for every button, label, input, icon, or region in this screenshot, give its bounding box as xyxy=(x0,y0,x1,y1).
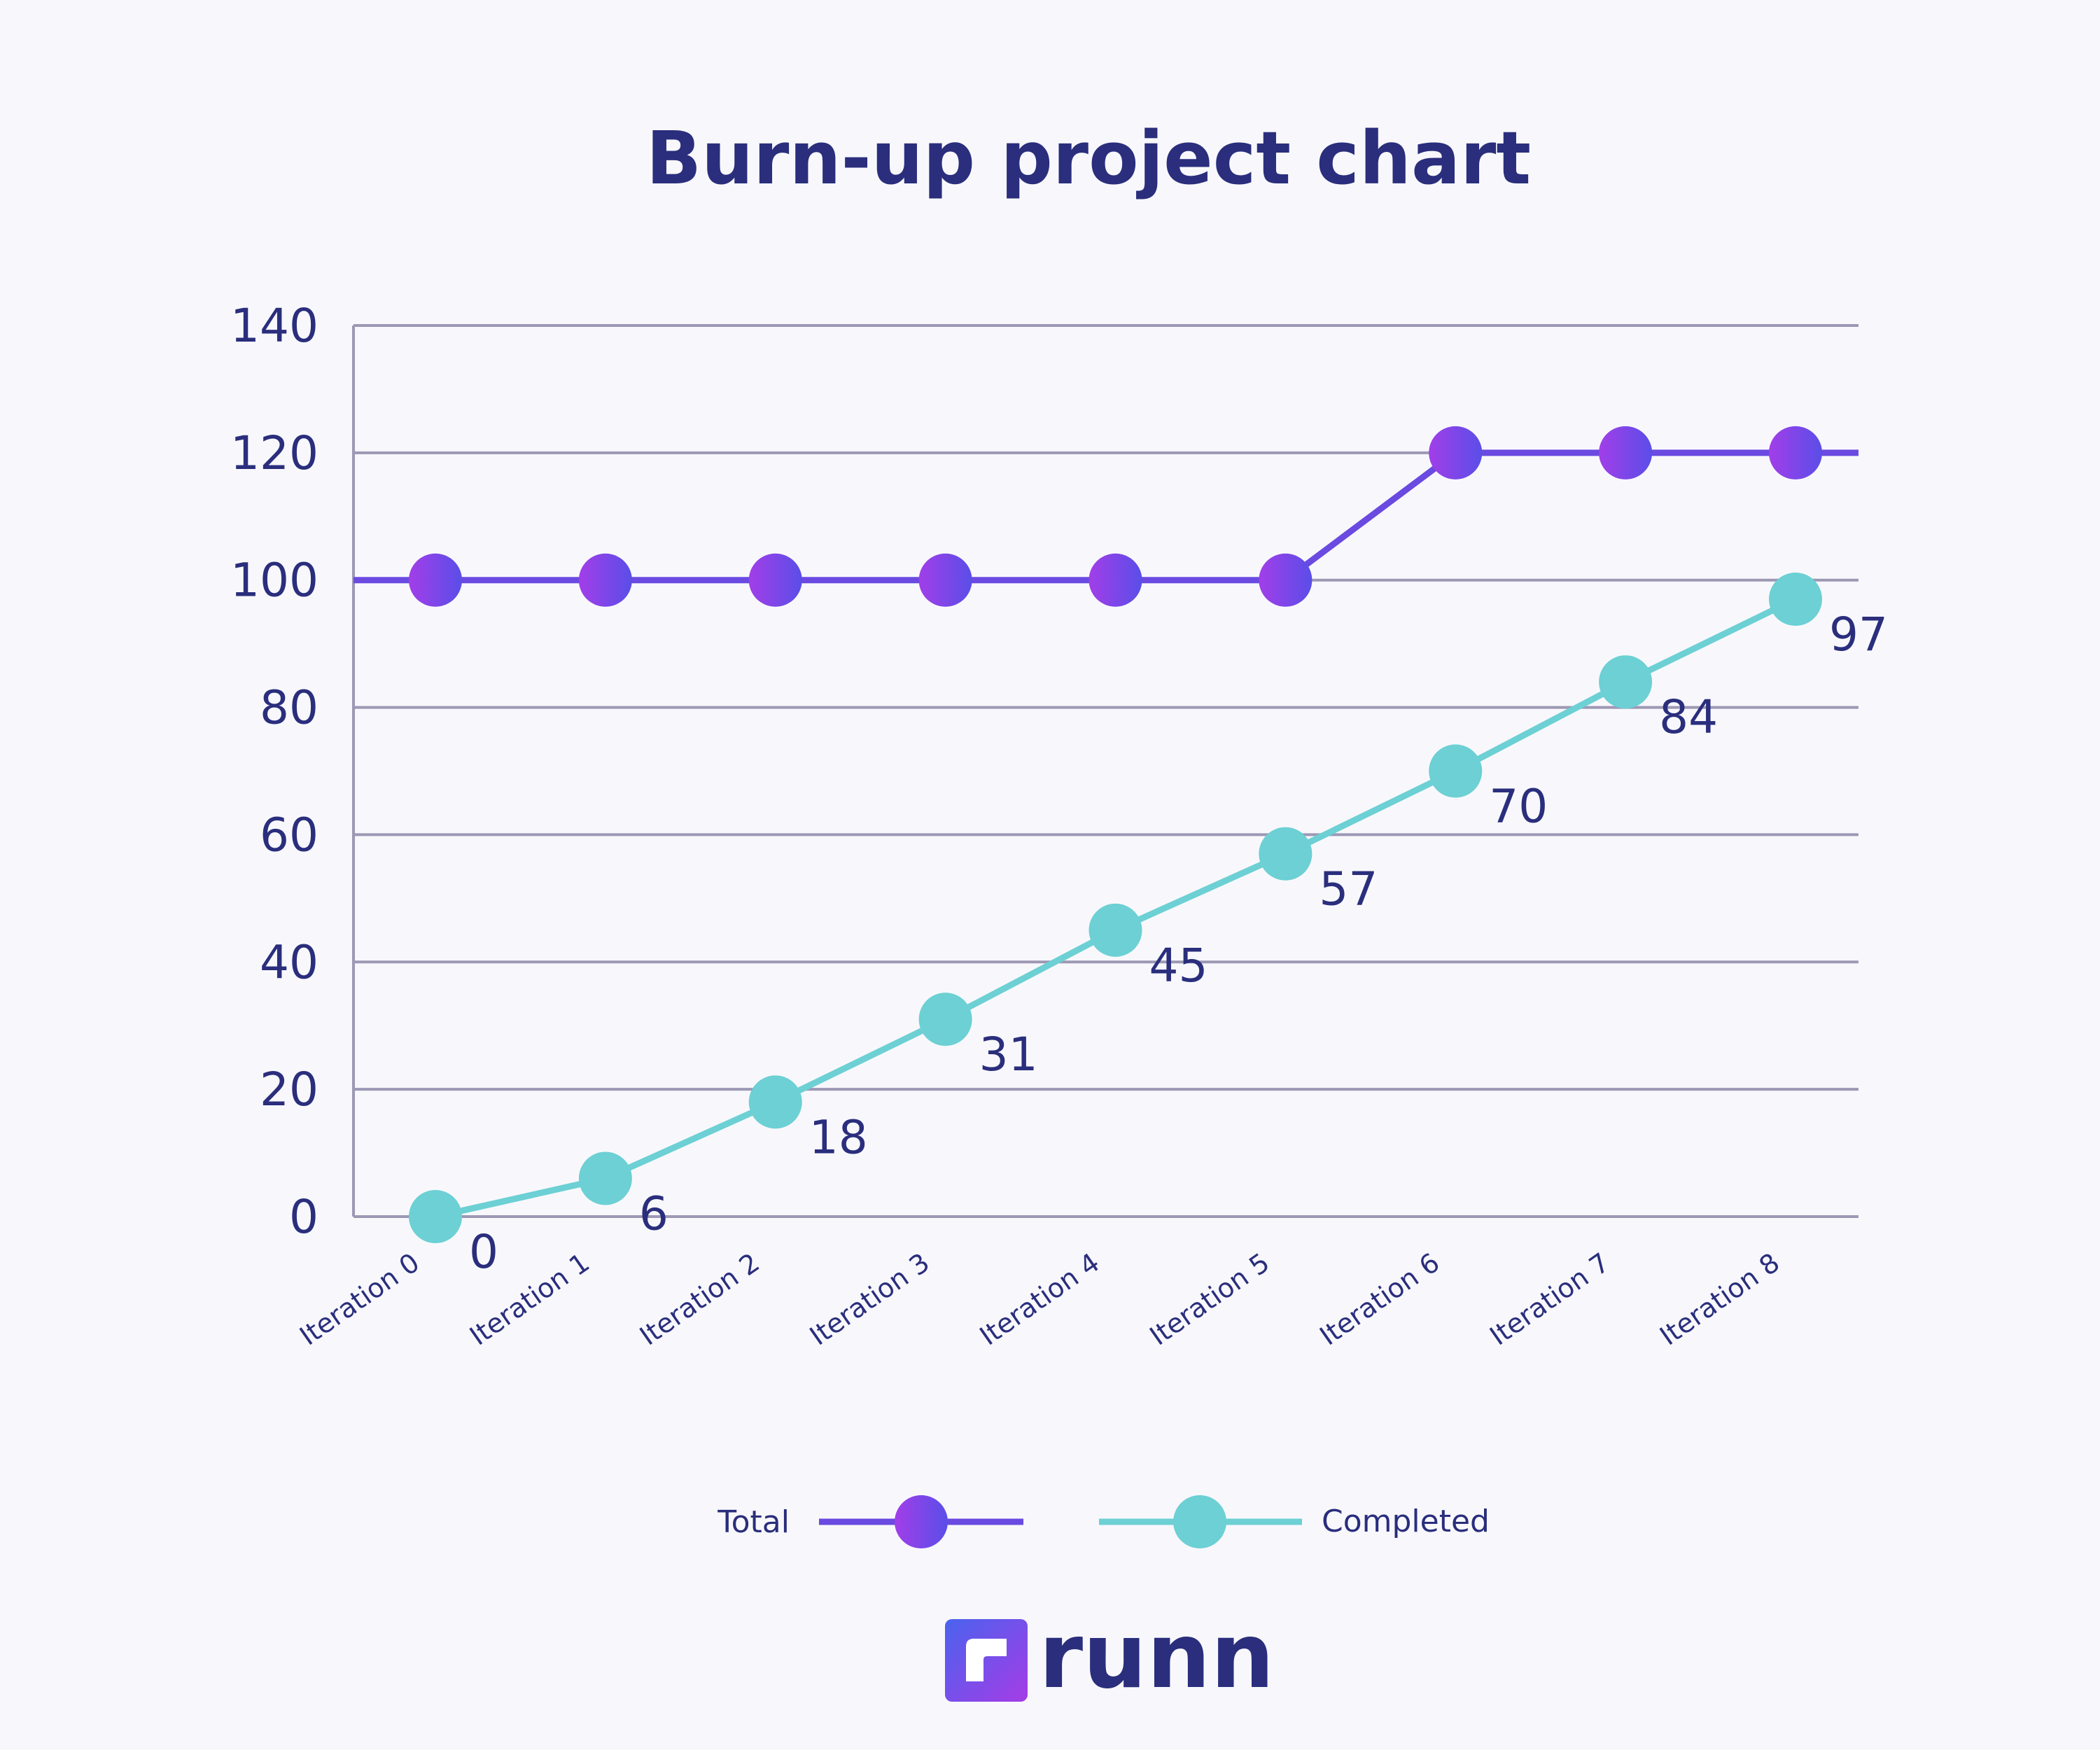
runn-logo-icon xyxy=(945,1619,1028,1702)
data-labels: 0 6 18 31 45 57 70 84 97 xyxy=(469,608,1888,1279)
x-tick-label: Iteration 5 xyxy=(1144,1247,1275,1351)
runn-logo: runn xyxy=(945,1604,1275,1709)
y-tick-label: 140 xyxy=(230,299,318,353)
y-tick-label: 100 xyxy=(230,554,318,608)
point-total-2 xyxy=(748,553,802,607)
point-total-8 xyxy=(1769,426,1822,479)
point-completed-1 xyxy=(578,1152,632,1205)
y-tick-label: 80 xyxy=(260,681,318,735)
x-tick-label: Iteration 3 xyxy=(804,1247,935,1351)
x-tick-label: Iteration 8 xyxy=(1654,1247,1785,1351)
data-label-completed-6: 70 xyxy=(1489,780,1548,834)
y-tick-label: 20 xyxy=(260,1063,318,1116)
point-total-6 xyxy=(1429,426,1483,479)
point-total-7 xyxy=(1599,426,1653,479)
series-points xyxy=(409,426,1822,1243)
y-tick-label: 60 xyxy=(260,808,318,862)
chart-title: Burn-up project chart xyxy=(646,115,1531,201)
data-label-completed-3: 31 xyxy=(979,1028,1038,1082)
point-completed-4 xyxy=(1088,903,1142,957)
legend-label-total: Total xyxy=(717,1504,790,1540)
y-tick-label: 0 xyxy=(289,1190,318,1244)
data-label-completed-7: 84 xyxy=(1659,690,1718,744)
x-tick-label: Iteration 7 xyxy=(1484,1247,1615,1351)
point-completed-8 xyxy=(1769,572,1822,626)
point-completed-2 xyxy=(748,1075,802,1129)
point-completed-7 xyxy=(1599,655,1653,709)
point-total-3 xyxy=(918,553,972,607)
point-completed-6 xyxy=(1429,744,1483,798)
point-total-0 xyxy=(409,553,462,607)
data-label-completed-8: 97 xyxy=(1829,608,1888,662)
point-total-1 xyxy=(578,553,632,607)
data-label-completed-1: 6 xyxy=(639,1186,668,1240)
x-axis: Iteration 0 Iteration 1 Iteration 2 Iterati… xyxy=(294,1247,1785,1351)
point-completed-0 xyxy=(409,1190,462,1243)
x-tick-label: Iteration 6 xyxy=(1314,1247,1445,1351)
legend-marker-completed xyxy=(1173,1495,1226,1548)
data-label-completed-2: 18 xyxy=(809,1110,868,1164)
y-tick-label: 40 xyxy=(260,935,318,989)
point-completed-5 xyxy=(1259,827,1312,881)
data-label-completed-4: 45 xyxy=(1149,939,1208,993)
point-total-4 xyxy=(1088,553,1142,607)
y-axis: 0 20 40 60 80 100 120 140 xyxy=(230,299,355,1244)
legend: Total Completed xyxy=(717,1495,1490,1548)
x-tick-label: Iteration 2 xyxy=(634,1247,765,1351)
x-tick-label: Iteration 4 xyxy=(974,1247,1105,1351)
legend-label-completed: Completed xyxy=(1322,1504,1490,1539)
legend-marker-total xyxy=(895,1495,948,1548)
runn-logo-text: runn xyxy=(1039,1604,1275,1709)
y-tick-label: 120 xyxy=(230,426,318,480)
data-label-completed-5: 57 xyxy=(1319,862,1378,916)
data-label-completed-0: 0 xyxy=(469,1225,498,1279)
x-tick-label: Iteration 0 xyxy=(294,1247,425,1351)
point-completed-3 xyxy=(918,993,972,1046)
runn-logo-mark xyxy=(966,1639,1007,1681)
point-total-5 xyxy=(1259,553,1312,607)
